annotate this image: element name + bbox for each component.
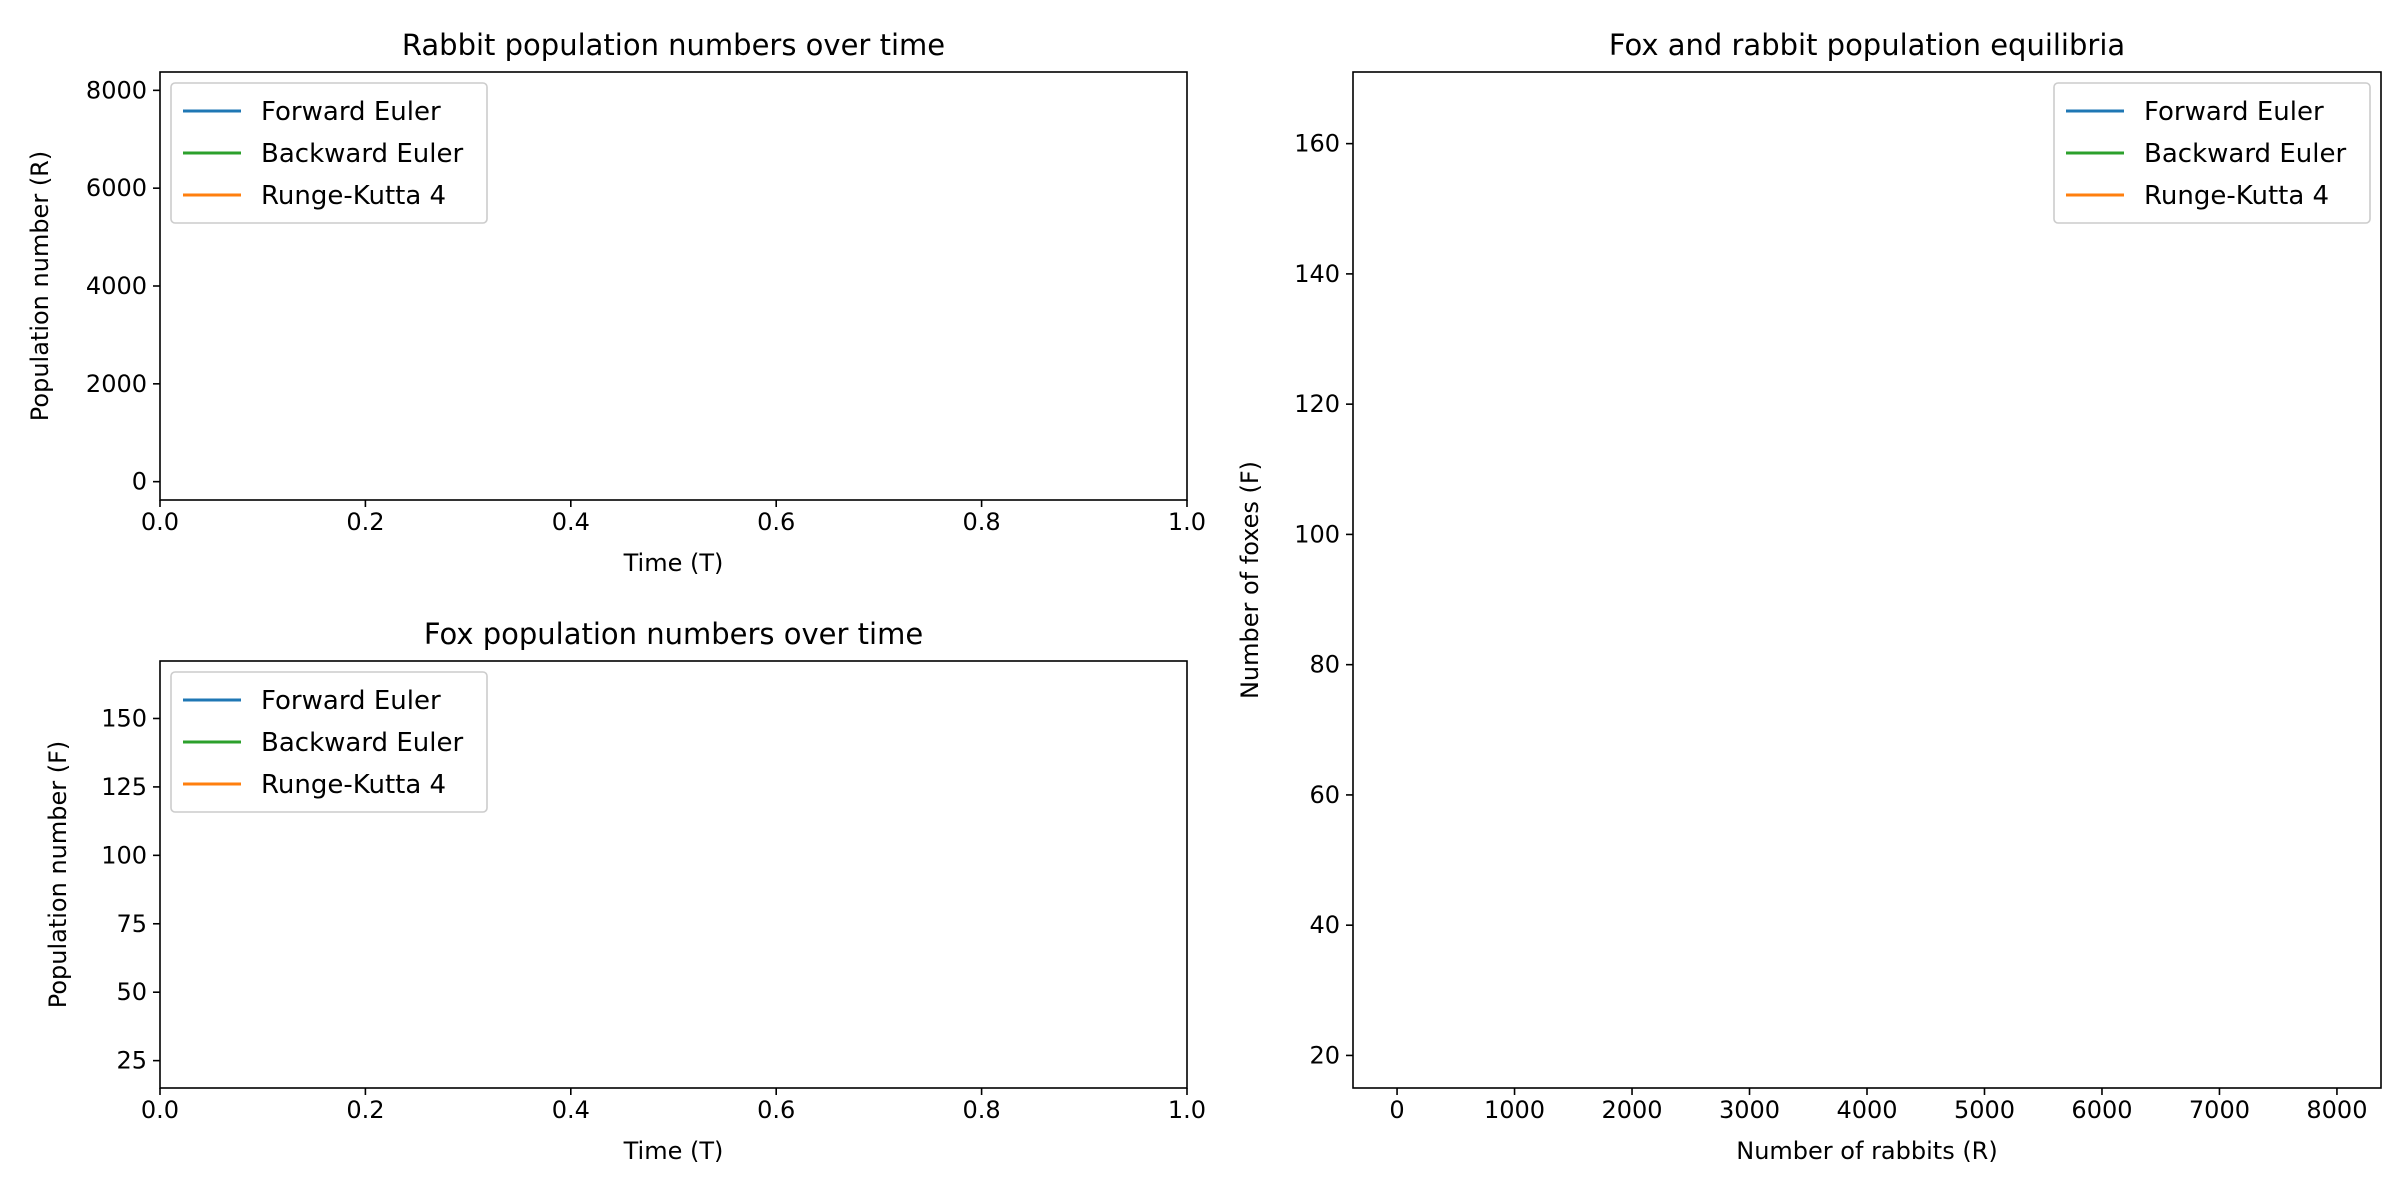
y-axis-label: Population number (F) [44, 741, 72, 1009]
y-tick-label: 80 [1309, 651, 1340, 679]
legend-label: Backward Euler [261, 139, 463, 169]
y-tick-label: 6000 [86, 174, 147, 202]
y-tick-label: 2000 [86, 370, 147, 398]
y-tick-label: 125 [101, 773, 147, 801]
x-tick-label: 6000 [2071, 1096, 2132, 1124]
x-axis-label: Number of rabbits (R) [1736, 1137, 1997, 1165]
y-tick-label: 60 [1309, 781, 1340, 809]
x-tick-label: 0.4 [552, 1096, 590, 1124]
chart-title: Rabbit population numbers over time [402, 28, 945, 62]
legend-box [170, 671, 488, 813]
x-tick-label: 0.0 [141, 508, 179, 536]
y-tick-label: 100 [101, 841, 147, 869]
y-tick-label: 120 [1294, 390, 1340, 418]
chart-rabbit-time: 0.0 0.2 0.4 0.6 0.8 1.0 0 2000 4000 6000 8000 Rabbi… [26, 28, 1206, 577]
legend-label: Runge-Kutta 4 [2144, 181, 2329, 211]
y-axis-label: Population number (R) [26, 151, 54, 421]
chart-title: Fox and rabbit population equilibria [1609, 28, 2125, 62]
y-axis-label: Number of foxes (F) [1236, 461, 1264, 699]
x-tick-label: 0.0 [141, 1096, 179, 1124]
x-tick-label: 4000 [1836, 1096, 1897, 1124]
y-tick-label: 0 [132, 468, 147, 496]
legend: Forward Euler Backward Euler Runge-Kutta 4 [2053, 82, 2371, 224]
y-tick-label: 140 [1294, 260, 1340, 288]
axes-frame [159, 660, 1188, 1089]
x-tick-label: 0.2 [346, 508, 384, 536]
chart-fox-time: 0.0 0.2 0.4 0.6 0.8 1.0 25 50 75 100 125 150 Fox pop… [44, 617, 1206, 1165]
y-tick-label: 20 [1309, 1041, 1340, 1069]
y-tick-label: 4000 [86, 272, 147, 300]
y-tick-label: 150 [101, 704, 147, 732]
legend-label: Forward Euler [2144, 97, 2324, 127]
x-tick-label: 1000 [1484, 1096, 1545, 1124]
y-tick-label: 160 [1294, 130, 1340, 158]
x-tick-label: 1.0 [1168, 1096, 1206, 1124]
legend: Forward Euler Backward Euler Runge-Kutta 4 [170, 82, 488, 224]
x-tick-label: 0.8 [963, 1096, 1001, 1124]
legend: Forward Euler Backward Euler Runge-Kutta 4 [170, 671, 488, 813]
x-tick-label: 1.0 [1168, 508, 1206, 536]
chart-phase: 0 1000 2000 3000 4000 5000 6000 7000 8000 20 40 60 8… [1236, 28, 2382, 1165]
y-tick-label: 75 [116, 910, 147, 938]
x-tick-label: 3000 [1719, 1096, 1780, 1124]
x-tick-label: 0.6 [757, 508, 795, 536]
legend-label: Forward Euler [261, 97, 441, 127]
legend-label: Runge-Kutta 4 [261, 181, 446, 211]
legend-label: Forward Euler [261, 686, 441, 716]
legend-label: Runge-Kutta 4 [261, 770, 446, 800]
x-tick-label: 8000 [2306, 1096, 2367, 1124]
x-axis-label: Time (T) [623, 1137, 724, 1165]
y-tick-label: 25 [116, 1047, 147, 1075]
x-tick-label: 7000 [2189, 1096, 2250, 1124]
y-tick-label: 8000 [86, 76, 147, 104]
legend-label: Backward Euler [2144, 139, 2346, 169]
legend-box [2053, 82, 2371, 224]
y-tick-label: 100 [1294, 520, 1340, 548]
x-tick-label: 0.2 [346, 1096, 384, 1124]
x-axis-label: Time (T) [623, 549, 724, 577]
x-tick-label: 2000 [1601, 1096, 1662, 1124]
x-tick-label: 5000 [1954, 1096, 2015, 1124]
y-tick-label: 50 [116, 978, 147, 1006]
y-tick-label: 40 [1309, 911, 1340, 939]
legend-box [170, 82, 488, 224]
x-tick-label: 0 [1389, 1096, 1404, 1124]
x-tick-label: 0.6 [757, 1096, 795, 1124]
x-tick-label: 0.4 [552, 508, 590, 536]
legend-label: Backward Euler [261, 728, 463, 758]
chart-title: Fox population numbers over time [424, 617, 923, 651]
x-tick-label: 0.8 [963, 508, 1001, 536]
